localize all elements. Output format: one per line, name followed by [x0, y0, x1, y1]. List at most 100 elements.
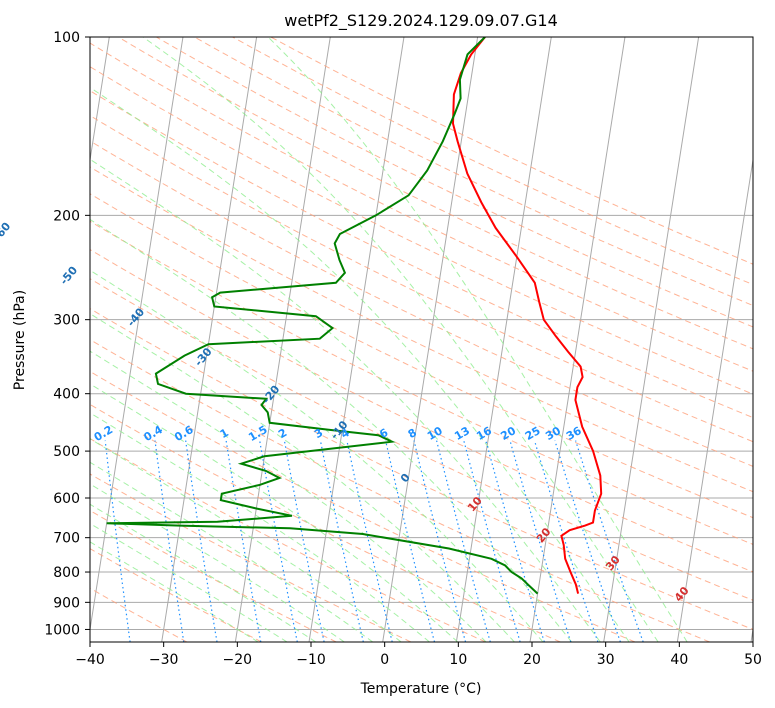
mixing-ratio-label: 16 [474, 424, 494, 443]
mixing-ratio-label: 8 [406, 426, 419, 441]
isotherm-line [529, 37, 626, 642]
series-lines [106, 37, 603, 595]
adiabat-label: -60 [0, 220, 14, 244]
mixing-ratio-line [509, 440, 572, 642]
moist-adiabat-line [267, 37, 688, 642]
y-tick-label: 800 [53, 565, 80, 581]
dry-adiabat-line [90, 42, 753, 372]
x-tick-label: −20 [223, 652, 253, 668]
dry-adiabat-line [90, 248, 753, 573]
adiabat-label: -40 [125, 305, 148, 329]
mixing-ratio-label: 30 [543, 424, 563, 443]
y-tick-label: 600 [53, 491, 80, 507]
dry-adiabat-line [90, 339, 710, 642]
y-tick-label: 200 [53, 208, 80, 224]
moist-adiabat-line [90, 503, 317, 642]
moist-adiabat-line [90, 438, 402, 642]
temperature-profile [451, 37, 603, 594]
moist-adiabat-line [90, 158, 601, 642]
mixing-ratio-label: 1 [218, 426, 231, 441]
background-lines [90, 37, 753, 642]
mixing-ratio-label: 20 [498, 424, 518, 443]
mixing-ratio-line [575, 440, 644, 642]
mixing-ratio-label: 10 [425, 424, 445, 443]
adiabat-label: 20 [534, 525, 554, 545]
dry-adiabat-line [90, 278, 753, 601]
isotherm-line [382, 37, 479, 642]
x-axis-label: Temperature (°C) [360, 681, 482, 697]
dry-adiabat-line [232, 37, 753, 286]
y-axis-label: Pressure (hPa) [12, 290, 28, 390]
dry-adiabat-line [90, 403, 561, 642]
mixing-ratio-line [104, 440, 131, 642]
isotherm-line [455, 37, 552, 642]
isotherm-line [161, 37, 258, 642]
y-tick-label: 400 [53, 387, 80, 403]
dry-adiabat-line [90, 510, 337, 642]
mixing-ratio-label: 2 [276, 426, 289, 441]
dry-adiabat-line [90, 473, 412, 642]
mixing-ratio-line [283, 440, 325, 642]
y-tick-label: 100 [53, 30, 80, 46]
moist-adiabat-line [90, 86, 630, 642]
mixing-ratio-label: 13 [452, 424, 472, 443]
mixing-ratio-line [436, 440, 491, 642]
dry-adiabat-line [90, 90, 753, 419]
y-tick-label: 500 [53, 444, 80, 460]
mixing-ratio-line [154, 440, 185, 642]
x-tick-label: 50 [744, 652, 762, 668]
chart-title: wetPf2_S129.2024.129.09.07.G14 [284, 11, 558, 31]
plot-frame [89, 36, 754, 643]
moist-adiabat-line [142, 37, 659, 642]
x-tick-label: 10 [449, 652, 467, 668]
x-tick-label: 0 [380, 652, 389, 668]
isotherm-line [308, 37, 405, 642]
dry-adiabat-line [90, 548, 262, 642]
dry-adiabat-line [270, 37, 753, 265]
moist-adiabat-line [90, 269, 544, 642]
mixing-ratio-label: 36 [564, 424, 584, 443]
x-tick-label: −30 [149, 652, 179, 668]
dry-adiabat-line [194, 37, 753, 307]
x-tick-label: 40 [670, 652, 688, 668]
isotherm-line [750, 626, 753, 642]
isotherm-line [234, 37, 331, 642]
dewpoint-profile [106, 37, 539, 595]
mixing-ratio-line [413, 440, 467, 642]
isotherm-line [603, 37, 700, 642]
moist-adiabat-line [90, 541, 259, 642]
adiabat-label: -30 [192, 345, 215, 369]
dry-adiabat-line [90, 308, 753, 630]
mixing-ratio-line [533, 440, 599, 642]
x-tick-label: 30 [597, 652, 615, 668]
y-tick-label: 1000 [44, 622, 80, 638]
dry-adiabat-line [90, 220, 753, 545]
mixing-ratio-line [554, 440, 621, 642]
mixing-ratio-line [485, 440, 545, 642]
moist-adiabat-line [90, 483, 345, 642]
adiabat-label: 40 [672, 584, 692, 604]
dry-adiabat-line [90, 587, 188, 642]
moist-adiabat-line [90, 461, 374, 642]
mixing-ratio-label: 0.6 [172, 423, 196, 444]
moist-adiabat-line [90, 350, 487, 642]
moist-adiabat-line [90, 383, 459, 642]
y-tick-label: 700 [53, 531, 80, 547]
mixing-ratio-line [225, 440, 262, 642]
dry-adiabat-line [90, 193, 753, 519]
mixing-ratio-line [319, 440, 364, 642]
dry-adiabat-line [117, 37, 753, 350]
adiabat-label: 0 [398, 471, 413, 485]
mixing-ratio-label: 1.5 [246, 423, 269, 444]
moist-adiabat-line [90, 218, 572, 642]
dry-adiabat-line [90, 166, 753, 493]
isotherm-line [90, 37, 184, 633]
x-tick-label: −40 [75, 652, 105, 668]
mixing-ratio-line [185, 440, 218, 642]
mixing-ratio-line [259, 440, 298, 642]
y-tick-label: 300 [53, 313, 80, 329]
dry-adiabat-line [90, 140, 753, 467]
moist-adiabat-line [90, 313, 515, 642]
adiabat-label: 30 [603, 553, 623, 573]
